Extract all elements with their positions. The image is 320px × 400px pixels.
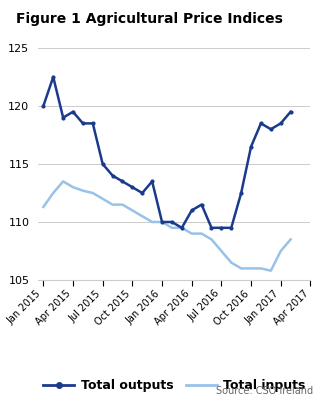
Legend: Total outputs, Total inputs: Total outputs, Total inputs xyxy=(38,374,311,398)
Total inputs xyxy=(41,204,45,209)
Line: Total inputs: Total inputs xyxy=(43,182,291,271)
Total outputs xyxy=(170,220,174,224)
Total outputs xyxy=(220,226,223,230)
Total inputs xyxy=(170,226,174,230)
Total inputs xyxy=(200,231,204,236)
Total inputs xyxy=(180,226,184,230)
Total inputs xyxy=(239,266,243,271)
Total inputs xyxy=(289,237,292,242)
Total outputs xyxy=(279,121,283,126)
Total outputs xyxy=(81,121,85,126)
Total inputs xyxy=(111,202,115,207)
Total inputs xyxy=(150,220,154,224)
Total inputs xyxy=(140,214,144,219)
Total inputs xyxy=(81,188,85,193)
Total outputs xyxy=(200,202,204,207)
Total inputs xyxy=(269,268,273,273)
Total inputs xyxy=(101,196,105,201)
Total outputs xyxy=(111,173,115,178)
Total inputs xyxy=(220,248,223,254)
Total outputs xyxy=(289,109,292,114)
Line: Total outputs: Total outputs xyxy=(41,75,293,230)
Total inputs xyxy=(160,220,164,224)
Total outputs xyxy=(101,162,105,166)
Total outputs xyxy=(190,208,194,213)
Total outputs xyxy=(249,144,253,149)
Total outputs xyxy=(229,226,233,230)
Total outputs xyxy=(71,109,75,114)
Total outputs xyxy=(41,104,45,108)
Total inputs xyxy=(190,231,194,236)
Total outputs xyxy=(180,226,184,230)
Total inputs xyxy=(259,266,263,271)
Total inputs xyxy=(210,237,213,242)
Total outputs xyxy=(121,179,124,184)
Total inputs xyxy=(131,208,134,213)
Total outputs xyxy=(239,191,243,196)
Total inputs xyxy=(121,202,124,207)
Total outputs xyxy=(150,179,154,184)
Total inputs xyxy=(229,260,233,265)
Total outputs xyxy=(269,127,273,132)
Total outputs xyxy=(140,191,144,196)
Total inputs xyxy=(51,191,55,196)
Total outputs xyxy=(259,121,263,126)
Total outputs xyxy=(131,185,134,190)
Total inputs xyxy=(61,179,65,184)
Text: Figure 1 Agricultural Price Indices: Figure 1 Agricultural Price Indices xyxy=(16,12,283,26)
Total outputs xyxy=(210,226,213,230)
Total inputs xyxy=(71,185,75,190)
Total outputs xyxy=(61,115,65,120)
Total outputs xyxy=(160,220,164,224)
Total inputs xyxy=(279,248,283,254)
Total inputs xyxy=(91,191,95,196)
Total outputs xyxy=(91,121,95,126)
Total outputs xyxy=(51,74,55,79)
Total inputs xyxy=(249,266,253,271)
Text: Source: CSO Ireland: Source: CSO Ireland xyxy=(216,386,314,396)
